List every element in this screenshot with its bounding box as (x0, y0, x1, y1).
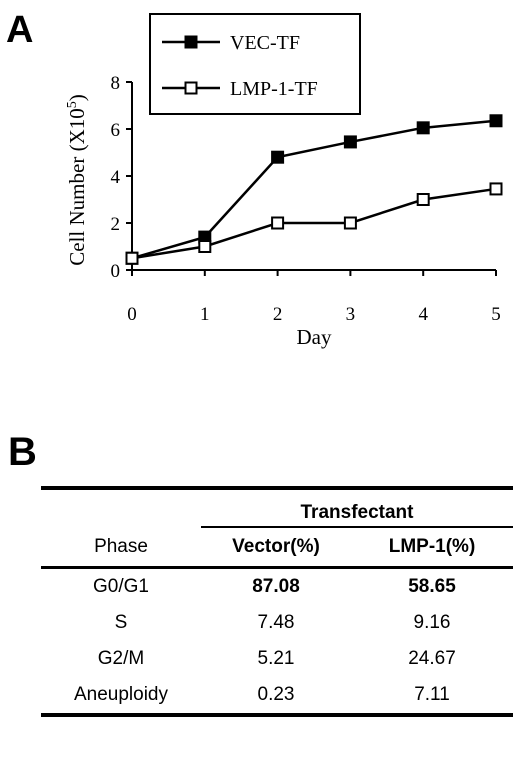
table-corner (41, 488, 201, 527)
phase-cell: Aneuploidy (41, 677, 201, 715)
group-header: Transfectant (201, 488, 513, 527)
vector-cell: 87.08 (201, 568, 351, 606)
open-square-marker (272, 218, 283, 229)
filled-square-marker (272, 152, 283, 163)
x-tick-label: 5 (491, 304, 501, 325)
chart-legend: VEC-TF LMP-1-TF (150, 14, 360, 114)
open-square-marker (345, 218, 356, 229)
panel-b-letter: B (8, 432, 37, 472)
chart-series (127, 115, 502, 263)
legend-marker (186, 83, 197, 94)
y-tick-label: 4 (111, 167, 121, 188)
legend-label: LMP-1-TF (230, 78, 318, 100)
open-square-marker (127, 253, 138, 264)
series-line-2 (132, 189, 496, 258)
phase-cell: S (41, 605, 201, 641)
phase-cell: G0/G1 (41, 568, 201, 606)
filled-square-marker (491, 115, 502, 126)
y-tick-label: 8 (111, 73, 121, 94)
y-tick-label: 0 (111, 261, 121, 282)
column-header-vector: Vector(%) (201, 527, 351, 568)
y-tick-label: 6 (111, 120, 121, 141)
column-header-lmp1: LMP-1(%) (351, 527, 513, 568)
y-tick-label: 2 (111, 214, 121, 235)
series-line-1 (132, 121, 496, 258)
filled-square-marker (418, 122, 429, 133)
phase-cell: G2/M (41, 641, 201, 677)
x-tick-label: 2 (273, 304, 283, 325)
open-square-marker (199, 241, 210, 252)
x-tick-label: 4 (418, 304, 428, 325)
table-row: S 7.48 9.16 (41, 605, 513, 641)
open-square-marker (418, 194, 429, 205)
filled-square-marker (345, 136, 356, 147)
vector-cell: 5.21 (201, 641, 351, 677)
lmp1-cell: 9.16 (351, 605, 513, 641)
table-row: G2/M 5.21 24.67 (41, 641, 513, 677)
x-axis-title: Day (297, 325, 332, 349)
cell-cycle-table: Transfectant Phase Vector(%) LMP-1(%) G0… (41, 486, 513, 717)
panel-a-letter: A (6, 9, 33, 51)
column-header-phase: Phase (41, 527, 201, 568)
lmp1-cell: 7.11 (351, 677, 513, 715)
x-tick-label: 0 (127, 304, 137, 325)
vector-cell: 7.48 (201, 605, 351, 641)
table-row: Aneuploidy 0.23 7.11 (41, 677, 513, 715)
legend-marker (186, 37, 197, 48)
vector-cell: 0.23 (201, 677, 351, 715)
x-tick-label: 1 (200, 304, 210, 325)
lmp1-cell: 24.67 (351, 641, 513, 677)
growth-curve-chart: A 0 2 4 6 8 0 1 2 3 4 5 Day Cell Number (X105) VEC-T… (0, 0, 520, 430)
legend-label: VEC-TF (230, 32, 300, 54)
table-row: G0/G1 87.08 58.65 (41, 568, 513, 606)
y-axis-title: Cell Number (X105) (65, 94, 89, 265)
lmp1-cell: 58.65 (351, 568, 513, 606)
x-tick-label: 3 (346, 304, 356, 325)
open-square-marker (491, 183, 502, 194)
